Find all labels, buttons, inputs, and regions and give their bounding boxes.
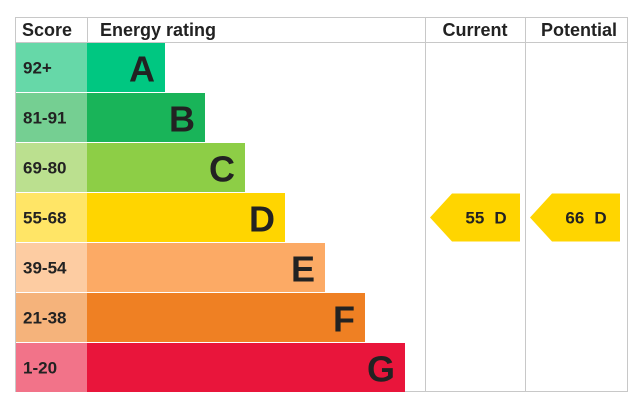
rating-number: 55 [465, 208, 484, 227]
score-cell [16, 243, 87, 292]
rating-letter: F [333, 299, 355, 340]
rating-value: 66 D [565, 208, 606, 227]
rating-number: 66 [565, 208, 584, 227]
score-label: 1-20 [23, 359, 57, 378]
rating-arrow [430, 193, 520, 242]
rating-letter: G [367, 349, 395, 390]
score-cell [16, 343, 87, 392]
rating-letter: C [209, 149, 235, 190]
score-cell [16, 293, 87, 342]
score-label: 81-91 [23, 109, 66, 128]
rating-bar [87, 243, 325, 292]
header-score: Score [22, 20, 72, 40]
rating-letter: D [494, 208, 506, 227]
score-label: 92+ [23, 59, 52, 78]
score-cell [16, 93, 87, 142]
score-label: 69-80 [23, 159, 66, 178]
rating-bar [87, 93, 205, 142]
header-current: Current [442, 20, 507, 40]
rating-bar [87, 143, 245, 192]
rating-letter: B [169, 99, 195, 140]
score-label: 55-68 [23, 209, 66, 228]
header-potential: Potential [541, 20, 617, 40]
rating-letter: E [291, 249, 315, 290]
rating-bar [87, 343, 405, 392]
rating-letter: D [594, 208, 606, 227]
score-cell [16, 193, 87, 242]
rating-bar [87, 193, 285, 242]
rating-value: 55 D [465, 208, 506, 227]
rating-letter: A [129, 49, 155, 90]
rating-letter: D [249, 199, 275, 240]
score-label: 21-38 [23, 309, 66, 328]
rating-bar [87, 43, 165, 92]
score-label: 39-54 [23, 259, 67, 278]
score-cell [16, 43, 87, 92]
rating-bar [87, 293, 365, 342]
header-rating: Energy rating [100, 20, 216, 40]
score-cell [16, 143, 87, 192]
rating-arrow [530, 193, 620, 242]
